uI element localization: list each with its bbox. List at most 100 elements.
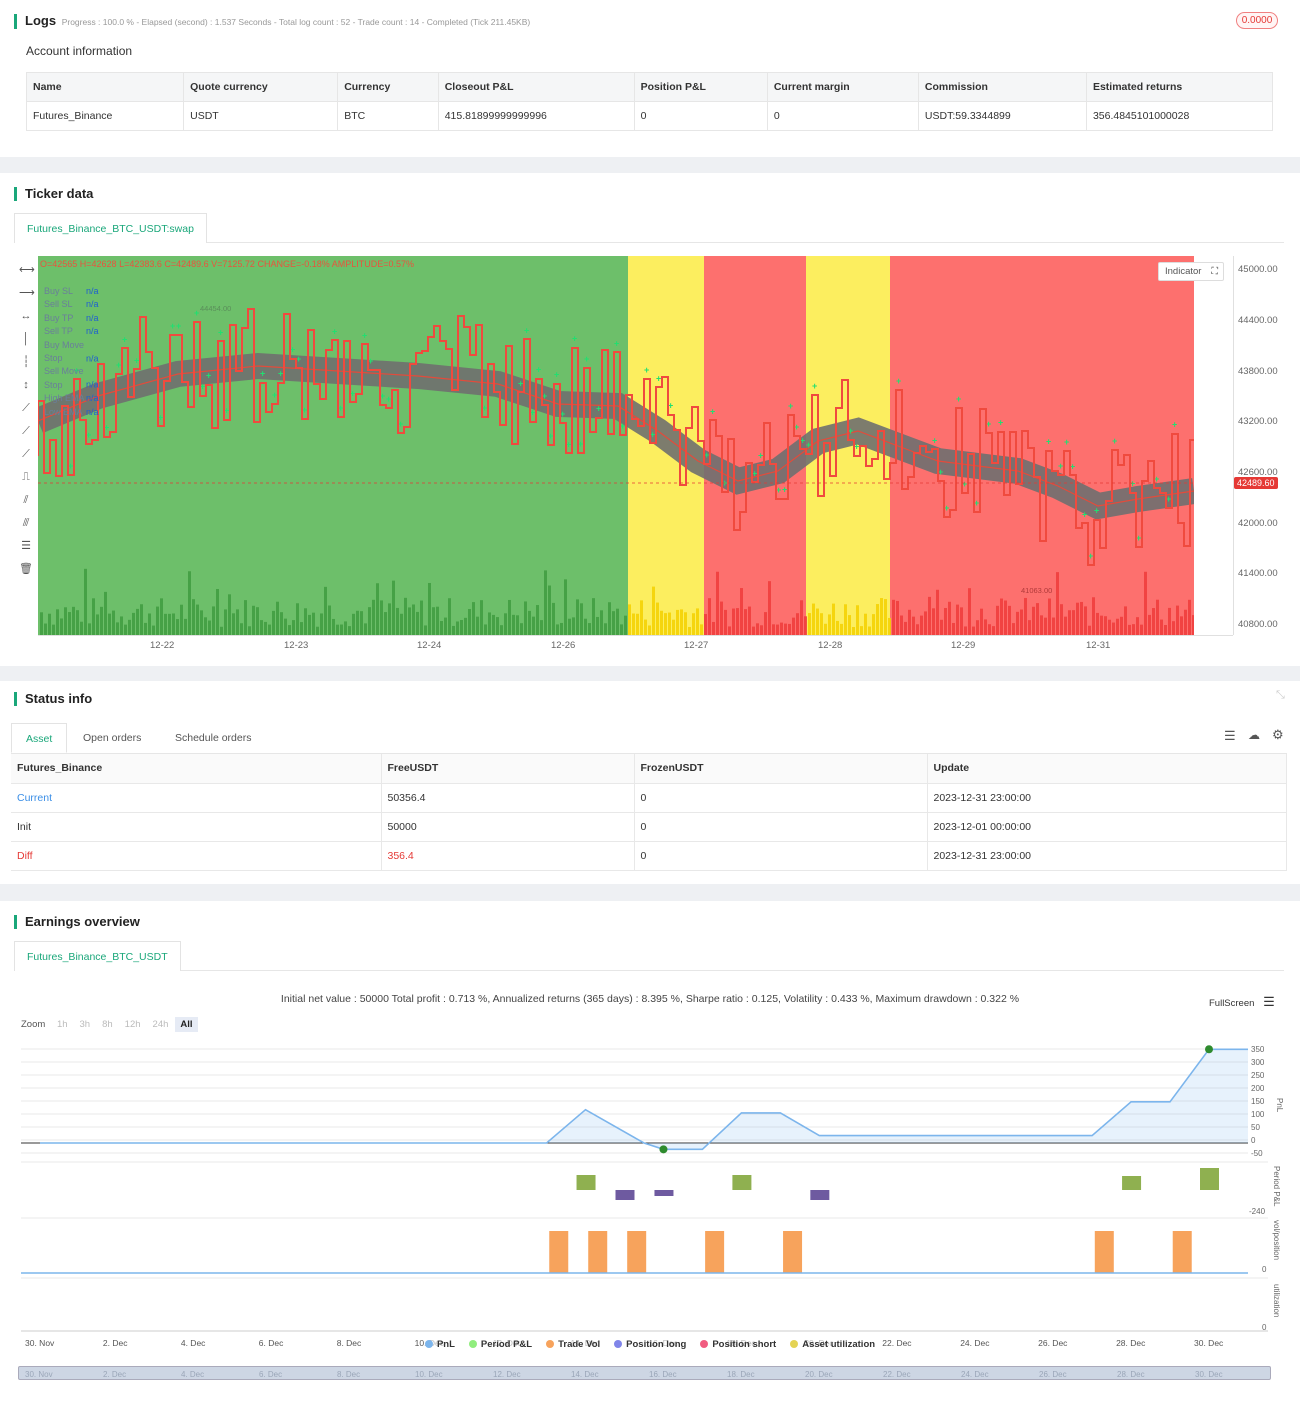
zoom-3h[interactable]: 3h	[79, 1019, 91, 1030]
volume-bar	[972, 626, 975, 635]
tab-open-orders[interactable]: Open orders	[83, 732, 142, 744]
menu-icon[interactable]: ☰	[1263, 994, 1275, 1009]
collapse-icon[interactable]: ⤡	[1276, 689, 1285, 701]
buy-signal-marker: +	[116, 360, 121, 370]
legend-item-period-p-l[interactable]: Period P&L	[468, 1339, 533, 1350]
volume-bar	[1096, 612, 1099, 635]
vertical-line-icon[interactable]: │	[22, 333, 30, 345]
volume-bar	[80, 621, 83, 635]
horizontal-line-icon[interactable]: ⟷	[19, 264, 35, 276]
cloud-download-icon[interactable]: ☁	[1248, 728, 1260, 742]
pnl-axis-label: 300	[1251, 1058, 1265, 1067]
parallel-channel-icon[interactable]: ⫽	[23, 494, 29, 506]
legend-dot-icon	[468, 1340, 477, 1349]
volume-bar	[780, 622, 783, 635]
zoom-24h[interactable]: 24h	[152, 1019, 169, 1030]
volume-bar	[952, 622, 955, 635]
volume-bar	[844, 604, 847, 635]
buy-signal-marker: +	[854, 442, 859, 452]
fibonacci-icon[interactable]: ☰	[21, 540, 31, 552]
price-chart[interactable]: + + + + + + + + + + + + + + + + + + + + + + + + + + + + + + + + + + + + + + + +…	[38, 256, 1194, 635]
uptrend-zone	[38, 256, 628, 635]
account-cell: BTC	[337, 101, 439, 131]
segment-icon[interactable]: ⟋	[22, 448, 30, 460]
volume-bar	[592, 598, 595, 635]
zoom-1h[interactable]: 1h	[56, 1019, 68, 1030]
buy-signal-marker: +	[758, 451, 763, 461]
volume-bar	[316, 626, 319, 635]
volume-bar	[420, 600, 423, 635]
legend-item-position-short[interactable]: Position short	[700, 1339, 777, 1350]
settings-gear-icon[interactable]: ⚙	[1272, 727, 1284, 742]
earnings-x-tick: 8. Dec	[337, 1338, 362, 1348]
buy-signal-marker: +	[1154, 474, 1159, 484]
volume-bar	[172, 613, 175, 635]
tab-asset[interactable]: Asset	[11, 723, 68, 753]
buy-signal-marker: +	[566, 439, 571, 449]
table-row: Init 50000 0 2023-12-01 00:00:00	[11, 812, 1287, 842]
zoom-All[interactable]: All	[175, 1017, 198, 1032]
list-icon[interactable]: ☰	[1224, 728, 1236, 743]
volume-bar	[384, 612, 387, 635]
legend-item-pnl[interactable]: PnL	[424, 1339, 455, 1350]
earnings-panel: Earnings overview Futures_Binance_BTC_US…	[0, 901, 1300, 1403]
pnl-axis-label: 50	[1251, 1123, 1260, 1132]
status-cell[interactable]: Current	[11, 783, 382, 813]
earnings-x-tick: 26. Dec	[1038, 1338, 1068, 1348]
earnings-x-tick: 30. Nov	[25, 1338, 55, 1348]
price-range-icon[interactable]: ↕	[23, 379, 29, 391]
buy-signal-marker: +	[560, 409, 565, 419]
navigator-tick: 28. Dec	[1117, 1370, 1145, 1379]
trash-icon[interactable]: 🗑	[19, 563, 33, 575]
volume-bar	[556, 624, 559, 635]
vertical-segment-icon[interactable]: ┆	[22, 356, 30, 368]
tab-schedule-orders[interactable]: Schedule orders	[175, 732, 252, 744]
legend-item-trade-vol[interactable]: Trade Vol	[546, 1339, 601, 1350]
legend-item: Low EMA n/a	[44, 406, 99, 419]
legend-item-asset-utilization[interactable]: Asset utilization	[790, 1339, 876, 1350]
volume-bar	[1024, 597, 1027, 635]
horizontal-ray-icon[interactable]: ⟶	[19, 287, 35, 299]
account-cell: USDT:59.3344899	[917, 101, 1087, 131]
extended-line-icon[interactable]: ↔	[20, 310, 32, 322]
buy-signal-marker: +	[1082, 509, 1087, 519]
account-header: Quote currency	[183, 72, 339, 102]
volume-bar	[604, 623, 607, 635]
x-tick-label: 12-23	[284, 640, 309, 651]
volume-bar	[60, 618, 63, 635]
volume-bar	[112, 610, 115, 635]
zoom-12h[interactable]: 12h	[124, 1019, 141, 1030]
tab-earnings-symbol[interactable]: Futures_Binance_BTC_USDT	[14, 941, 181, 971]
legend-item-position-long[interactable]: Position long	[614, 1339, 687, 1350]
fullscreen-button[interactable]: FullScreen ☰	[1209, 994, 1275, 1010]
legend-name: High EMA	[44, 393, 85, 404]
legend-item: Buy SL n/a	[44, 285, 99, 298]
volume-bar	[1004, 600, 1007, 635]
volume-bar	[1112, 622, 1115, 635]
tab-ticker-symbol[interactable]: Futures_Binance_BTC_USDT:swap	[14, 213, 207, 243]
channel-icon[interactable]: ⫻	[22, 517, 30, 529]
price-label-icon[interactable]: ⎍	[22, 471, 30, 483]
account-cell: USDT	[183, 101, 339, 131]
earnings-x-tick: 6. Dec	[259, 1338, 284, 1348]
ray-line-icon[interactable]: ⟋	[22, 425, 30, 437]
volume-bar	[52, 624, 55, 635]
buy-signal-marker: +	[938, 467, 943, 477]
buy-signal-marker: +	[1172, 420, 1177, 430]
buy-signal-marker: +	[68, 461, 73, 471]
volume-bar	[440, 620, 443, 635]
volume-bar	[1152, 608, 1155, 635]
indicator-button[interactable]: Indicator ⛶	[1158, 262, 1224, 281]
zoom-8h[interactable]: 8h	[102, 1019, 113, 1030]
navigator-scrollbar[interactable]	[18, 1366, 1271, 1380]
buy-signal-marker: +	[1136, 533, 1141, 543]
trend-line-icon[interactable]: ⟋	[22, 402, 30, 414]
table-row: Diff 356.4 0 2023-12-31 23:00:00	[11, 841, 1287, 871]
buy-signal-marker: +	[362, 330, 367, 340]
volume-bar	[812, 603, 815, 635]
volume-bar	[436, 606, 439, 635]
period-pnl-bar	[1122, 1176, 1142, 1190]
navigator-tick: 30. Nov	[25, 1370, 53, 1379]
volume-bar	[804, 616, 807, 635]
volume-bar	[1136, 617, 1139, 635]
